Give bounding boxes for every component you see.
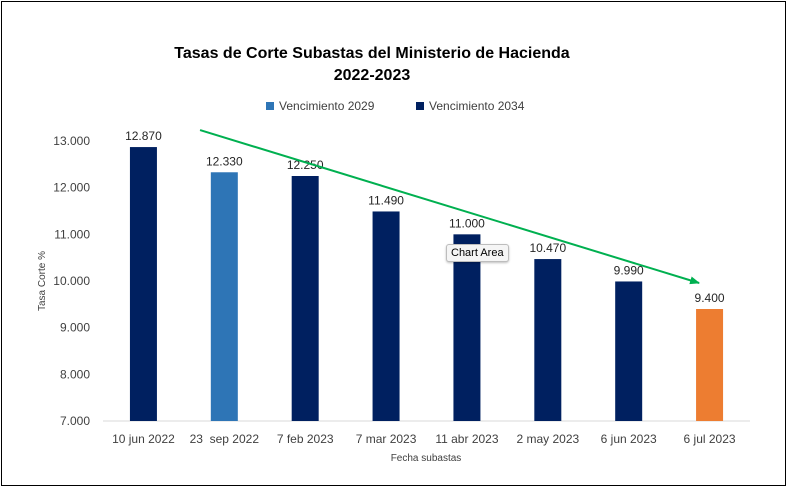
legend: Vencimiento 2029 Vencimiento 2034	[266, 99, 525, 113]
x-tick-label: 10 jun 2022	[112, 432, 175, 446]
x-tick-label: 7 feb 2023	[277, 432, 334, 446]
y-tick-label: 11.000	[54, 227, 90, 241]
bar-10-jun-2022[interactable]	[129, 147, 157, 422]
legend-label-vencimiento-2034: Vencimiento 2034	[429, 99, 525, 113]
data-label: 12.250	[287, 158, 324, 172]
data-label: 11.490	[368, 193, 404, 207]
bar-11-abr-2023[interactable]	[453, 234, 481, 421]
x-tick-label: 23 sep 2022	[190, 432, 260, 446]
data-label: 10.470	[529, 241, 566, 255]
chart-title-line2: 2022-2023	[334, 67, 411, 84]
legend-swatch-vencimiento-2029	[266, 102, 274, 110]
x-tick-label: 2 may 2023	[516, 432, 579, 446]
data-label: 9.990	[614, 263, 644, 277]
data-label: 12.330	[206, 154, 243, 168]
x-tick-label: 6 jul 2023	[684, 432, 736, 446]
bar-6-jul-2023[interactable]	[696, 309, 724, 421]
y-tick-label: 7.000	[60, 414, 90, 428]
data-label: 9.400	[695, 291, 725, 305]
y-tick-label: 9.000	[60, 321, 90, 335]
y-tick-label: 13.000	[53, 134, 90, 148]
data-label: 11.000	[449, 216, 485, 230]
bar-7-feb-2023[interactable]	[291, 176, 319, 421]
legend-swatch-vencimiento-2034	[416, 102, 424, 110]
y-axis-title: Tasa Corte %	[37, 251, 48, 311]
y-tick-label: 12.000	[53, 181, 90, 195]
y-tick-label: 8.000	[60, 367, 90, 381]
legend-label-vencimiento-2029: Vencimiento 2029	[279, 99, 375, 113]
bar-6-jun-2023[interactable]	[615, 281, 643, 421]
x-tick-label: 7 mar 2023	[356, 432, 417, 446]
trend-arrow	[199, 129, 701, 285]
x-tick-label: 11 abr 2023	[435, 432, 498, 446]
bar-2-may-2023[interactable]	[534, 259, 562, 421]
x-tick-label: 6 jun 2023	[601, 432, 657, 446]
data-label: 12.870	[125, 129, 162, 143]
y-tick-label: 10.000	[53, 274, 90, 288]
chart-title-line1: Tasas de Corte Subastas del Ministerio d…	[174, 45, 569, 62]
chart-area-tooltip: Chart Area	[446, 244, 509, 262]
bar-23-sep-2022[interactable]	[210, 172, 238, 421]
bar-7-mar-2023[interactable]	[372, 211, 400, 421]
x-axis-title: Fecha subastas	[391, 453, 462, 464]
